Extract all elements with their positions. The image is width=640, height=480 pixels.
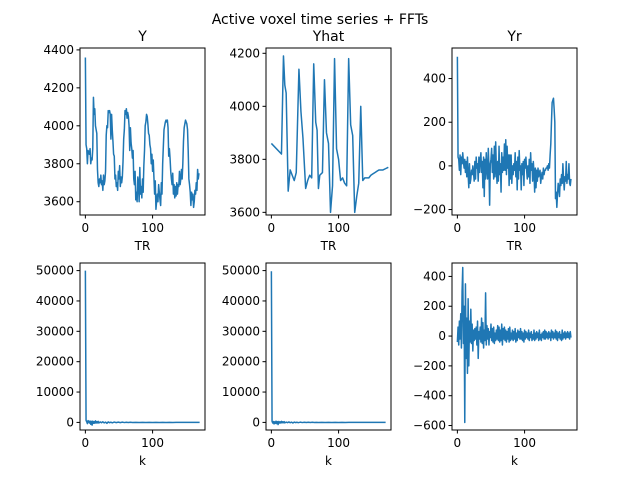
axes-frame — [79, 262, 206, 431]
axes-frame — [79, 47, 206, 216]
x-tick-label: 100 — [513, 221, 536, 235]
x-axis-label: TR — [506, 239, 523, 253]
y-tick-label: 50000 — [222, 264, 260, 278]
y-tick-label: −600 — [413, 419, 446, 433]
axes-frame — [265, 262, 392, 431]
x-tick-label: 0 — [82, 436, 90, 450]
y-tick-label: 4000 — [229, 99, 260, 113]
y-tick-label: 3600 — [229, 205, 260, 219]
x-tick-label: 100 — [141, 436, 164, 450]
x-tick-label: 0 — [454, 436, 462, 450]
x-tick-label: 0 — [268, 221, 276, 235]
subplot-2: 0 100 3600 3800 4000 4200 TR Yhat — [229, 29, 392, 253]
series-line-4-1 — [84, 270, 200, 426]
x-tick-label: 0 — [82, 221, 90, 235]
series-line-1-1 — [84, 57, 200, 211]
y-tick-label: 3600 — [43, 195, 74, 209]
x-axis-label: k — [325, 454, 332, 468]
subplot-6: 0 100 −600 −400 −200 0 200 400 k — [413, 262, 578, 468]
y-tick-label: −400 — [413, 389, 446, 403]
y-tick-label: 400 — [423, 269, 446, 283]
y-tick-label: 4200 — [43, 81, 74, 95]
axes-frame — [265, 47, 392, 216]
y-tick-label: 3800 — [43, 157, 74, 171]
subplot-title: Yhat — [312, 29, 345, 45]
series-line-2-1 — [270, 55, 389, 214]
y-tick-label: 30000 — [222, 324, 260, 338]
axes-frame — [451, 262, 578, 431]
y-tick-label: 3800 — [229, 152, 260, 166]
y-tick-label: 20000 — [36, 355, 74, 369]
y-tick-label: 30000 — [36, 324, 74, 338]
y-tick-label: 40000 — [36, 294, 74, 308]
y-tick-label: −200 — [413, 203, 446, 217]
series-line-3-1 — [456, 56, 572, 209]
x-tick-label: 100 — [327, 221, 350, 235]
subplot-title: Y — [137, 29, 147, 45]
x-tick-label: 100 — [327, 436, 350, 450]
subplot-1: 0 100 3600 3800 4000 4200 4400 TR Y — [43, 29, 206, 253]
y-tick-label: 0 — [252, 415, 260, 429]
y-tick-label: 20000 — [222, 355, 260, 369]
y-tick-label: 0 — [66, 415, 74, 429]
x-axis-label: TR — [320, 239, 337, 253]
y-tick-label: 4400 — [43, 43, 74, 57]
series-line-6-1 — [456, 266, 572, 424]
axes-frame — [451, 47, 578, 216]
subplot-5: 0 100 0 10000 20000 30000 40000 50000 k — [222, 262, 392, 468]
figure-suptitle: Active voxel time series + FFTs — [212, 12, 429, 28]
x-axis-label: TR — [134, 239, 151, 253]
x-axis-label: k — [511, 454, 518, 468]
x-tick-label: 100 — [141, 221, 164, 235]
subplot-4: 0 100 0 10000 20000 30000 40000 50000 k — [36, 262, 206, 468]
y-tick-label: 200 — [423, 299, 446, 313]
y-tick-label: 4200 — [229, 46, 260, 60]
subplot-title: Yr — [506, 29, 522, 45]
y-tick-label: 4000 — [43, 119, 74, 133]
x-tick-label: 0 — [454, 221, 462, 235]
y-tick-label: −200 — [413, 359, 446, 373]
y-tick-label: 0 — [438, 159, 446, 173]
y-tick-label: 10000 — [222, 385, 260, 399]
y-tick-label: 400 — [423, 72, 446, 86]
y-tick-label: 40000 — [222, 294, 260, 308]
y-tick-label: 200 — [423, 115, 446, 129]
x-tick-label: 0 — [268, 436, 276, 450]
y-tick-label: 50000 — [36, 264, 74, 278]
x-tick-label: 100 — [513, 436, 536, 450]
series-line-5-1 — [270, 271, 386, 426]
subplot-3: 0 100 −200 0 200 400 TR Yr — [413, 29, 578, 253]
y-tick-label: 10000 — [36, 385, 74, 399]
y-tick-label: 0 — [438, 329, 446, 343]
x-axis-label: k — [139, 454, 146, 468]
